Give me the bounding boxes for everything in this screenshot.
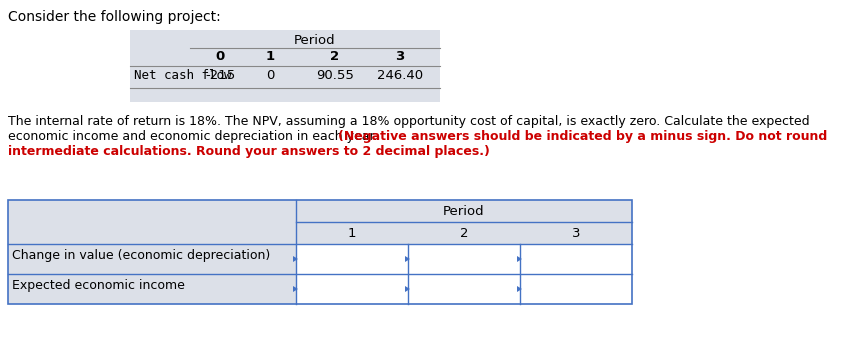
Text: Period: Period	[443, 205, 485, 218]
Text: 2: 2	[460, 227, 468, 240]
Bar	[520, 244, 632, 274]
Text: (Negative answers should be indicated by a minus sign. Do not round: (Negative answers should be indicated by…	[338, 130, 827, 143]
Text: Net cash flow: Net cash flow	[134, 69, 232, 82]
Bar	[520, 274, 632, 304]
Text: 1: 1	[347, 227, 356, 240]
Text: -215: -215	[205, 69, 235, 82]
Text: Change in value (economic depreciation): Change in value (economic depreciation)	[12, 249, 270, 262]
Text: 2: 2	[330, 50, 340, 63]
Bar	[8, 200, 632, 304]
Bar	[296, 274, 408, 304]
Text: 0: 0	[215, 50, 225, 63]
Text: economic income and economic depreciation in each year.: economic income and economic depreciatio…	[8, 130, 382, 143]
Bar	[408, 274, 520, 304]
Text: 90.55: 90.55	[316, 69, 354, 82]
Text: Period: Period	[294, 34, 336, 47]
Bar	[408, 244, 520, 274]
Text: intermediate calculations. Round your answers to 2 decimal places.): intermediate calculations. Round your an…	[8, 145, 490, 158]
Text: 0: 0	[266, 69, 274, 82]
Text: 246.40: 246.40	[377, 69, 423, 82]
Text: The internal rate of return is 18%. The NPV, assuming a 18% opportunity cost of : The internal rate of return is 18%. The …	[8, 115, 810, 128]
Bar	[296, 244, 408, 274]
Text: Consider the following project:: Consider the following project:	[8, 10, 220, 24]
Text: 1: 1	[265, 50, 275, 63]
Bar	[130, 30, 440, 102]
Text: 3: 3	[396, 50, 404, 63]
Text: Expected economic income: Expected economic income	[12, 279, 185, 292]
Bar	[8, 200, 632, 304]
Text: 3: 3	[572, 227, 581, 240]
